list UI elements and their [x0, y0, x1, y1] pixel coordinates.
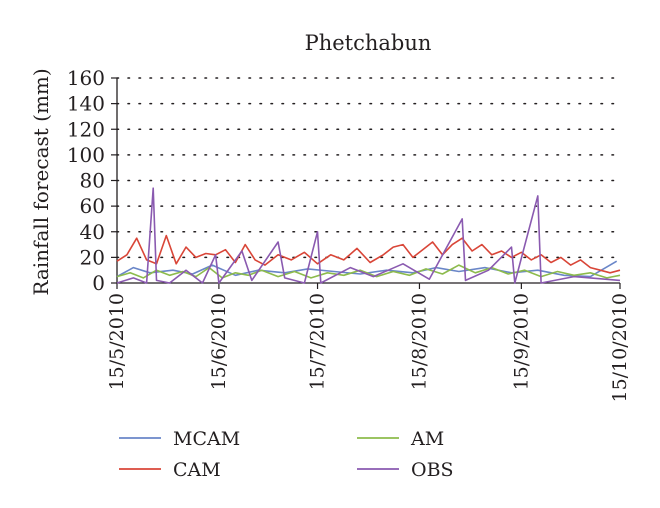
x-tick-label: 15/10/2010: [609, 293, 631, 403]
legend-label-obs: OBS: [411, 459, 454, 481]
y-tick-label: 60: [80, 194, 105, 218]
y-axis-label: Rainfall forecast (mm): [29, 68, 53, 295]
y-tick-label: 120: [67, 117, 105, 141]
x-axis-ticks: 15/5/2010 15/6/2010 15/7/2010 15/8/2010 15/9…: [106, 283, 631, 403]
series-line-cam: [116, 234, 621, 274]
y-tick-label: 80: [80, 169, 105, 193]
y-tick-label: 20: [80, 245, 105, 269]
x-tick-label: 15/5/2010: [106, 293, 128, 390]
y-tick-label: 140: [67, 92, 105, 116]
x-tick-label: 15/9/2010: [510, 293, 532, 390]
y-tick-label: 0: [92, 271, 105, 295]
grid-lines: [116, 77, 621, 259]
legend: MCAM CAM AM OBS: [119, 428, 454, 481]
legend-label-am: AM: [410, 428, 444, 450]
chart-title: Phetchabun: [305, 31, 432, 55]
series-line-obs: [116, 187, 621, 284]
legend-label-mcam: MCAM: [173, 428, 240, 450]
y-tick-label: 160: [67, 66, 105, 90]
series-lines: [116, 187, 621, 284]
x-tick-label: 15/6/2010: [208, 293, 230, 390]
x-tick-label: 15/8/2010: [408, 293, 430, 390]
y-tick-label: 100: [67, 143, 105, 167]
legend-label-cam: CAM: [173, 459, 221, 481]
series-line-am: [116, 264, 621, 279]
x-tick-label: 15/7/2010: [307, 293, 329, 390]
y-tick-label: 40: [80, 220, 105, 244]
